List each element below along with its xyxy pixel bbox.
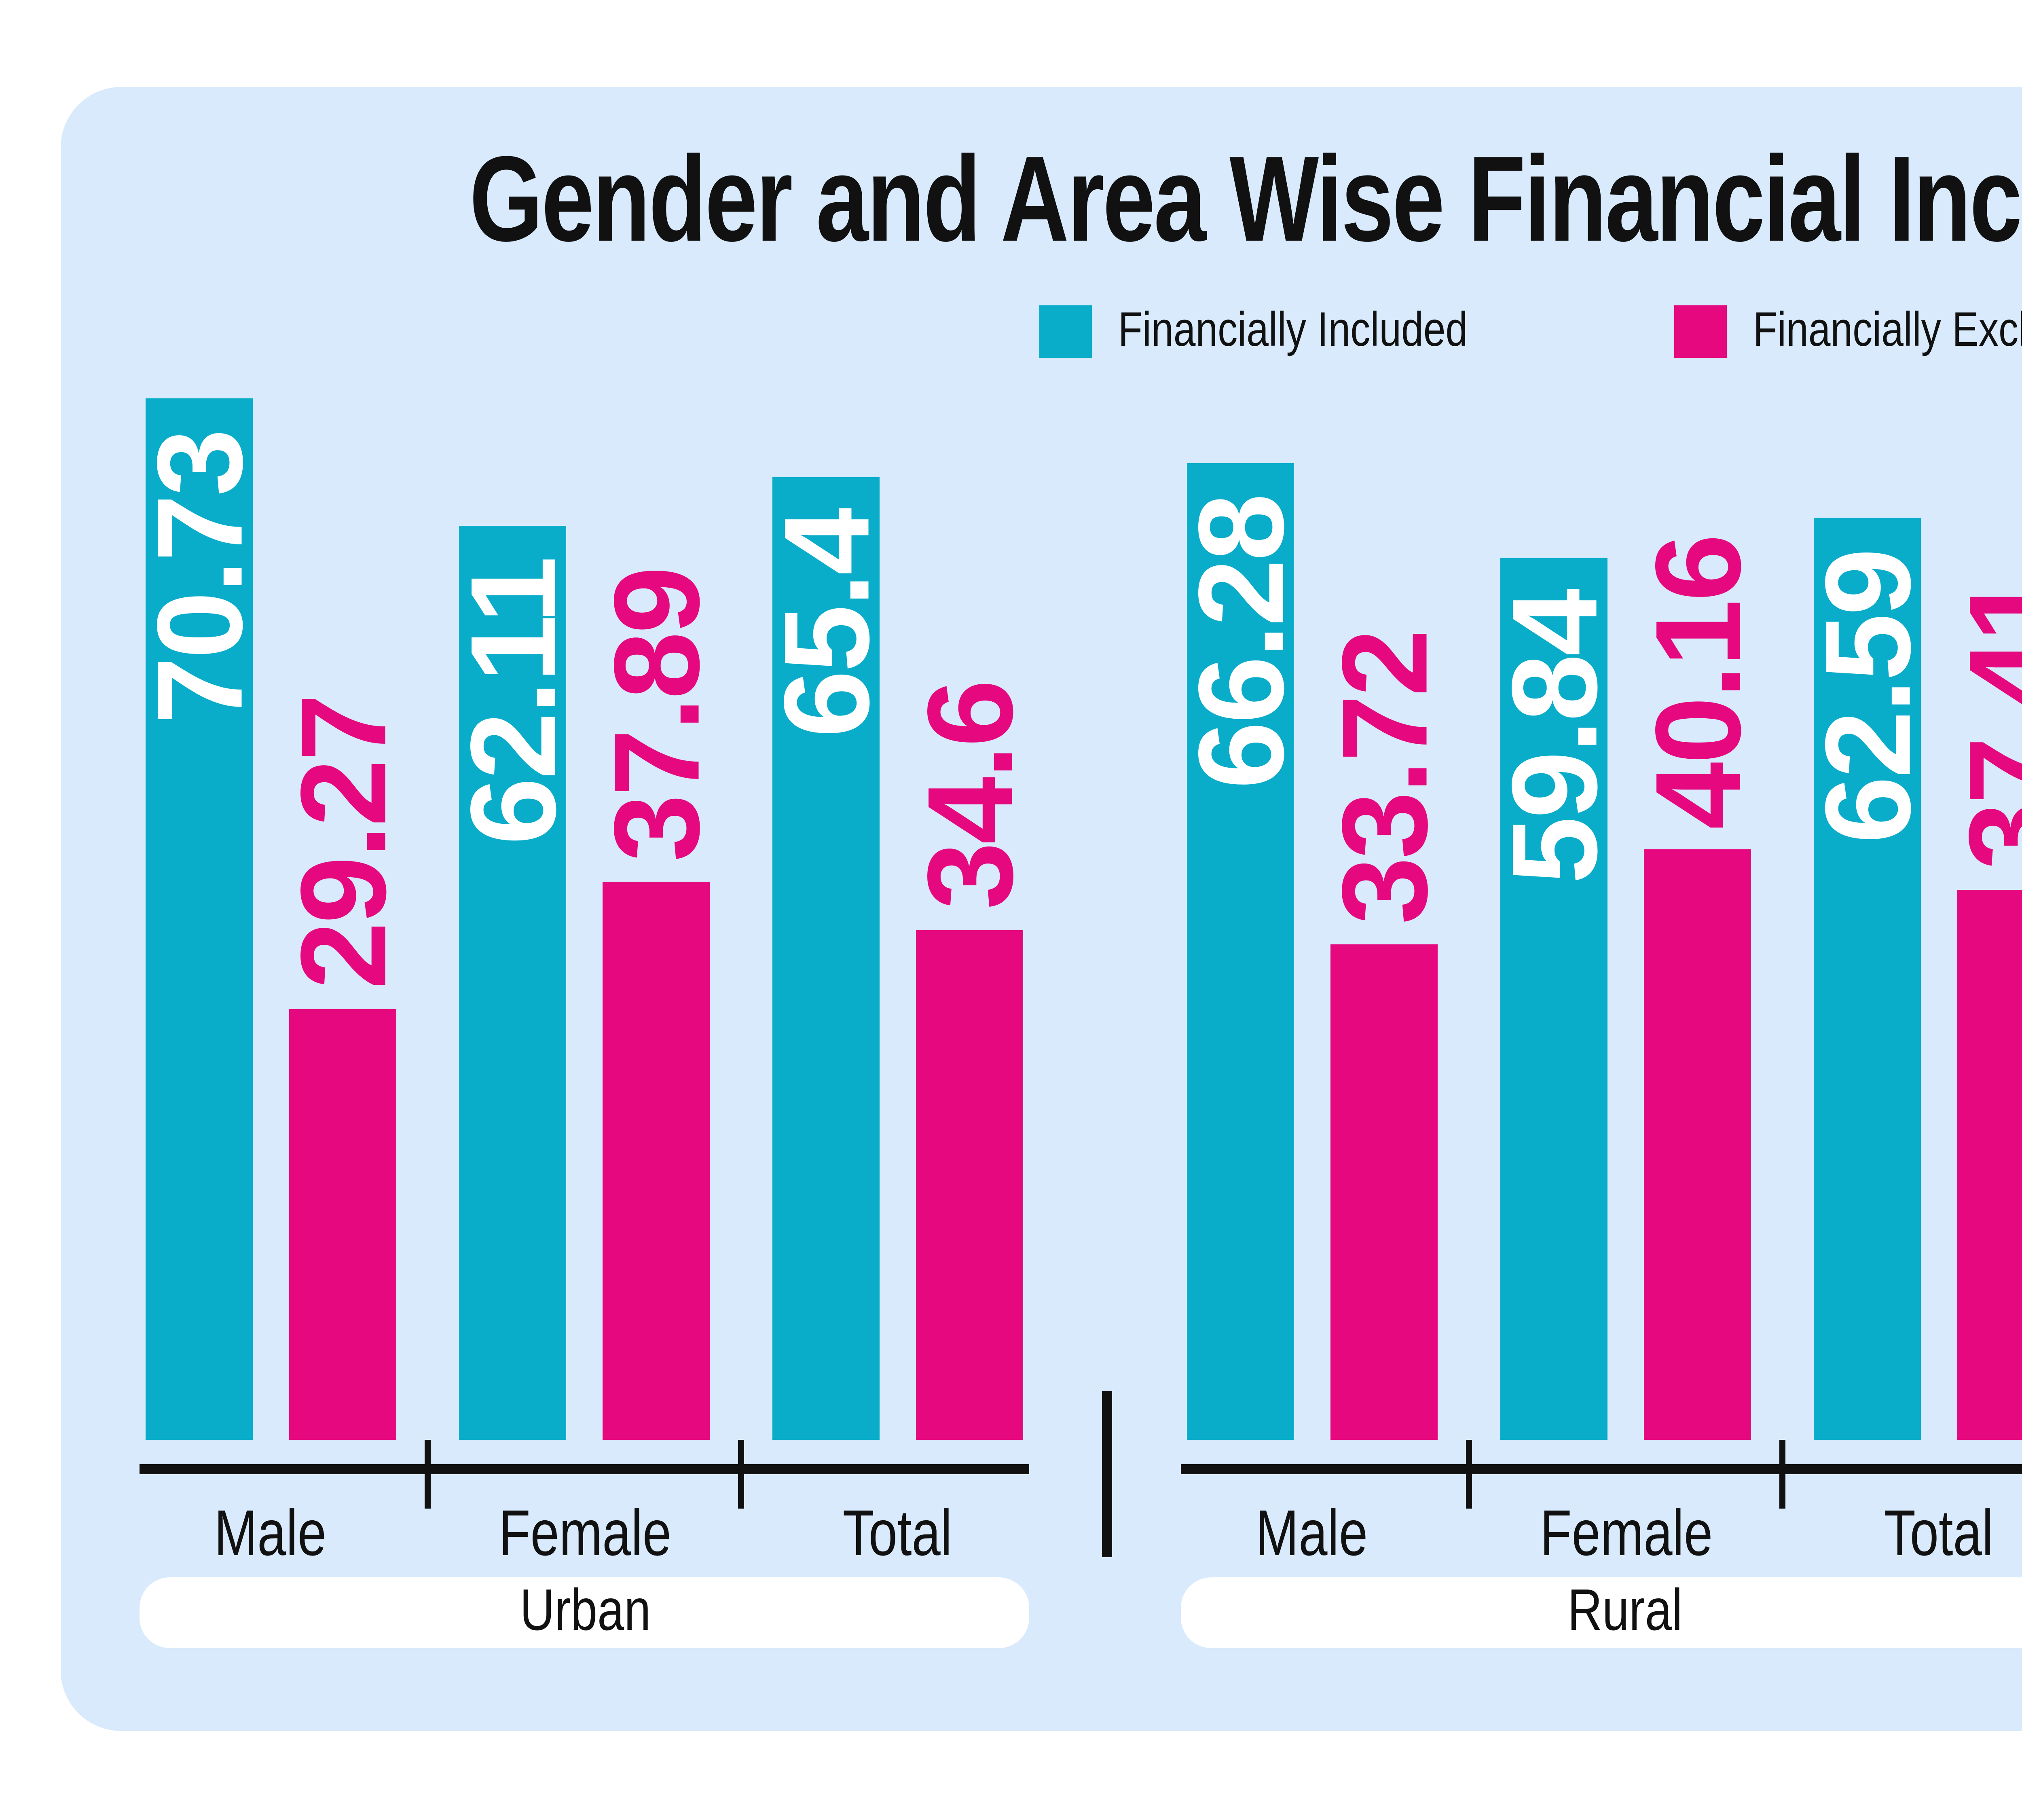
group-pill-label: Rural xyxy=(1568,1579,1684,1644)
legend-item-included: Financially Included xyxy=(1040,303,1545,360)
bar-value-label: 70.73 xyxy=(131,431,267,724)
bar-excluded xyxy=(289,1009,396,1440)
title-wrap: Gender and Area Wise Financial Inclusion… xyxy=(470,129,2022,269)
category-label-male: Male xyxy=(129,1496,412,1571)
legend-swatch-excluded-icon xyxy=(1674,305,1727,358)
legend-label-excluded: Financially Excluded xyxy=(1753,303,2022,358)
category-label-text: Female xyxy=(1539,1496,1712,1569)
bar-included: 59.84 xyxy=(1486,558,1622,1440)
group-pill-rural: Rural xyxy=(1181,1577,2022,1648)
category-label-female: Female xyxy=(1484,1496,1767,1571)
category-label-total: Total xyxy=(756,1496,1039,1571)
chart-group-urban: 70.73 29.27 Male 62.11 37.89 Female 65.4 34.6 To… xyxy=(131,0,1037,1820)
category-label-female: Female xyxy=(443,1496,726,1571)
axis-tick xyxy=(1779,1440,1785,1509)
bar-value-label: 62.11 xyxy=(445,558,580,845)
category-label-text: Male xyxy=(215,1496,327,1569)
bar-value-label-column: 40.16 xyxy=(1630,0,1765,829)
bar-value-label-column: 34.6 xyxy=(902,0,1037,910)
bar-value-label-column: 37.89 xyxy=(588,0,724,861)
bar-value-label: 62.59 xyxy=(1800,550,1935,844)
bar-value-label-column: 37.41 xyxy=(1943,0,2022,870)
bar-value-label: 37.41 xyxy=(1943,576,2022,870)
bar-value-label: 34.6 xyxy=(902,682,1037,910)
title-row: Gender and Area Wise Financial Inclusion… xyxy=(0,129,2022,269)
bar-value-label: 66.28 xyxy=(1173,495,1308,789)
bar-included: 65.4 xyxy=(758,477,894,1440)
bar-value-label: 33.72 xyxy=(1316,631,1452,924)
legend-item-excluded: Financially Excluded xyxy=(1674,303,2022,360)
bar-included: 70.73 xyxy=(131,398,267,1440)
group-divider xyxy=(1102,1391,1112,1557)
bar-value-label-column: 33.72 xyxy=(1316,0,1452,924)
legend-swatch-included-icon xyxy=(1040,305,1093,358)
category-label-male: Male xyxy=(1171,1496,1454,1571)
bar-included: 66.28 xyxy=(1173,463,1308,1440)
bar-value-label: 59.84 xyxy=(1486,590,1622,884)
legend-label-included: Financially Included xyxy=(1119,303,1468,358)
bar-excluded xyxy=(1330,944,1438,1440)
bar-included: 62.11 xyxy=(445,526,580,1440)
chart-group-rural: 66.28 33.72 Male 59.84 40.16 Female 62.59 37.41… xyxy=(1173,0,2022,1820)
bar-excluded xyxy=(603,882,710,1440)
bar-value-label-column: 29.27 xyxy=(275,0,410,989)
bar-value-label: 65.4 xyxy=(758,510,894,738)
category-label-text: Female xyxy=(498,1496,671,1569)
category-label-total: Total xyxy=(1798,1496,2022,1571)
page-title: Gender and Area Wise Financial Inclusion… xyxy=(469,131,2022,267)
group-pill-label: Urban xyxy=(519,1579,650,1644)
bar-excluded xyxy=(916,930,1023,1440)
bar-value-label: 37.89 xyxy=(588,568,724,861)
group-pill-urban: Urban xyxy=(140,1577,1029,1648)
bar-included: 62.59 xyxy=(1800,518,1935,1440)
chart-legend: Financially Included Financially Exclude… xyxy=(0,303,2022,360)
axis-tick xyxy=(425,1440,431,1509)
bar-value-label: 40.16 xyxy=(1630,535,1765,829)
bar-value-label: 29.27 xyxy=(275,695,410,989)
axis-baseline xyxy=(140,1464,1029,1474)
category-label-text: Total xyxy=(1884,1496,1994,1569)
axis-tick xyxy=(738,1440,744,1509)
category-label-text: Male xyxy=(1256,1496,1368,1569)
category-label-text: Total xyxy=(843,1496,953,1569)
bar-excluded xyxy=(1644,849,1751,1440)
bar-excluded xyxy=(1957,890,2022,1440)
axis-tick xyxy=(1466,1440,1472,1509)
axis-baseline xyxy=(1181,1464,2022,1474)
